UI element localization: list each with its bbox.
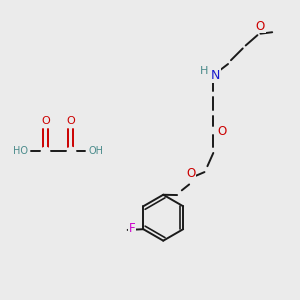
- Text: O: O: [217, 125, 226, 138]
- Text: F: F: [129, 222, 135, 235]
- Text: O: O: [187, 167, 196, 180]
- Text: N: N: [211, 69, 220, 82]
- Text: H: H: [200, 66, 208, 76]
- Text: HO: HO: [13, 146, 28, 157]
- Text: O: O: [41, 116, 50, 126]
- Text: O: O: [256, 20, 265, 33]
- Text: OH: OH: [88, 146, 103, 157]
- Text: O: O: [66, 116, 75, 126]
